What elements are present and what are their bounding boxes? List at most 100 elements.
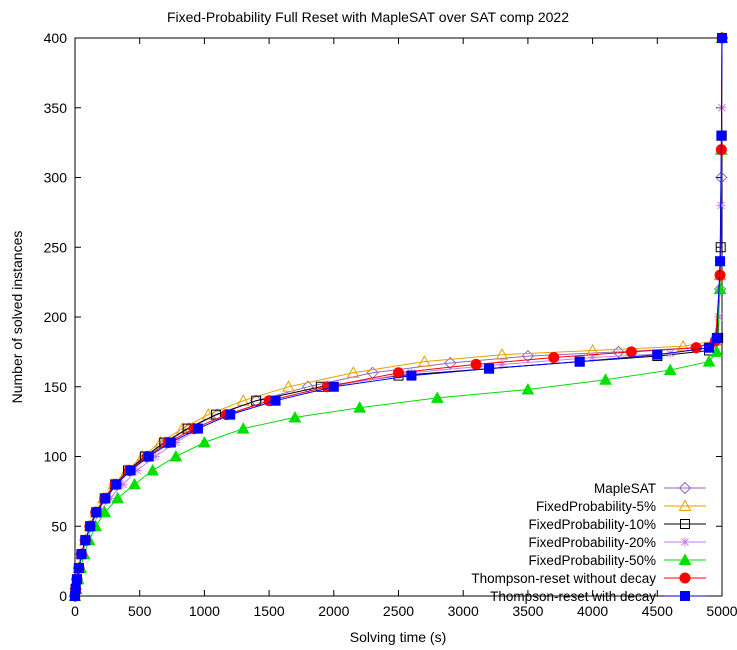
x-tick-label: 4000 — [577, 603, 608, 619]
data-point — [171, 438, 181, 448]
data-point — [80, 535, 91, 546]
legend-marker — [680, 537, 690, 547]
series-1 — [68, 31, 729, 601]
y-tick-label: 0 — [59, 588, 67, 604]
data-point — [143, 451, 154, 462]
chart-title: Fixed-Probability Full Reset with MapleS… — [167, 9, 569, 25]
data-point — [715, 256, 726, 267]
y-tick-label: 250 — [44, 239, 68, 255]
data-point — [128, 477, 141, 490]
x-tick-label: 2000 — [318, 603, 349, 619]
data-point — [270, 395, 281, 406]
data-point — [71, 574, 82, 585]
x-axis-title: Solving time (s) — [350, 629, 446, 645]
data-point — [599, 373, 612, 385]
data-point — [716, 130, 727, 141]
y-tick-label: 50 — [51, 518, 67, 534]
data-point — [713, 282, 727, 295]
data-point — [393, 367, 404, 379]
data-point — [418, 355, 431, 367]
data-point — [521, 383, 535, 395]
data-point — [612, 345, 625, 359]
data-point — [495, 348, 509, 360]
series-layer — [68, 31, 729, 603]
legend-label: FixedProbability-20% — [528, 535, 656, 550]
data-point — [353, 401, 367, 413]
legend: MapleSAT FixedProbability-5% FixedProbabil… — [471, 481, 706, 604]
x-tick-label: 1500 — [254, 603, 285, 619]
data-point — [282, 380, 295, 392]
data-point — [125, 465, 136, 476]
data-point — [710, 345, 724, 357]
y-tick-label: 300 — [44, 170, 68, 186]
data-point — [406, 370, 417, 381]
legend-label: FixedProbability-50% — [528, 553, 656, 568]
data-point — [85, 521, 96, 532]
series-5 — [69, 32, 728, 602]
data-point — [98, 505, 112, 518]
data-point — [702, 355, 716, 367]
x-tick-label: 3500 — [512, 603, 543, 619]
legend-label: Thompson-reset without decay — [471, 571, 656, 586]
series-3 — [70, 33, 727, 601]
data-point — [146, 463, 159, 476]
data-point — [588, 352, 598, 362]
data-point — [444, 356, 457, 370]
data-point — [301, 380, 315, 393]
legend-marker — [678, 499, 692, 511]
data-point — [346, 366, 360, 378]
y-tick-label: 200 — [44, 309, 68, 325]
data-point — [288, 410, 302, 423]
data-point — [663, 363, 677, 376]
data-point — [574, 356, 585, 367]
x-tick-label: 4500 — [642, 603, 673, 619]
legend-marker — [680, 519, 690, 529]
data-point — [150, 452, 160, 461]
data-point — [198, 436, 211, 448]
legend-label: FixedProbability-10% — [528, 517, 656, 532]
x-tick-label: 5000 — [706, 603, 737, 619]
data-point — [225, 409, 236, 420]
y-axis: 0 50 100 150 200 250 300 350 400 — [44, 30, 722, 604]
series-2 — [70, 33, 727, 601]
legend-marker — [679, 572, 691, 584]
series-4 — [68, 31, 729, 601]
data-point — [711, 332, 722, 343]
x-tick-label: 2500 — [383, 603, 414, 619]
data-point — [484, 363, 495, 374]
plot-area: 0 500 1000 1500 2000 2500 3000 3500 4000 4500 5000… — [44, 30, 737, 619]
data-point — [470, 358, 482, 370]
data-point — [717, 33, 727, 43]
legend-label: FixedProbability-5% — [536, 499, 656, 514]
data-point — [100, 493, 111, 504]
x-tick-label: 500 — [128, 603, 152, 619]
data-point — [430, 391, 444, 403]
data-point — [118, 479, 128, 489]
y-axis-title: Number of solved instances — [9, 231, 25, 404]
data-point — [192, 423, 203, 434]
data-point — [111, 491, 125, 504]
data-point — [652, 349, 663, 360]
data-point — [91, 507, 102, 518]
data-point — [76, 549, 87, 560]
y-tick-label: 100 — [44, 449, 68, 465]
x-axis: 0 500 1000 1500 2000 2500 3000 3500 4000 4500 5000 — [71, 38, 737, 619]
data-point — [201, 408, 215, 420]
data-point — [132, 465, 142, 475]
legend-label: MapleSAT — [594, 481, 656, 496]
x-tick-label: 0 — [71, 603, 79, 619]
x-tick-label: 1000 — [189, 603, 220, 619]
legend-label: Thompson-reset with decay — [490, 589, 656, 604]
legend-marker — [678, 481, 692, 495]
data-point — [704, 342, 715, 353]
data-point — [328, 381, 339, 392]
series-6 — [70, 33, 727, 601]
data-point — [497, 359, 507, 369]
legend-marker — [680, 591, 690, 601]
data-point — [70, 584, 81, 595]
data-point — [625, 346, 637, 358]
data-point — [73, 563, 84, 574]
data-point — [165, 437, 176, 448]
data-point — [176, 422, 189, 434]
x-tick-label: 3000 — [448, 603, 479, 619]
